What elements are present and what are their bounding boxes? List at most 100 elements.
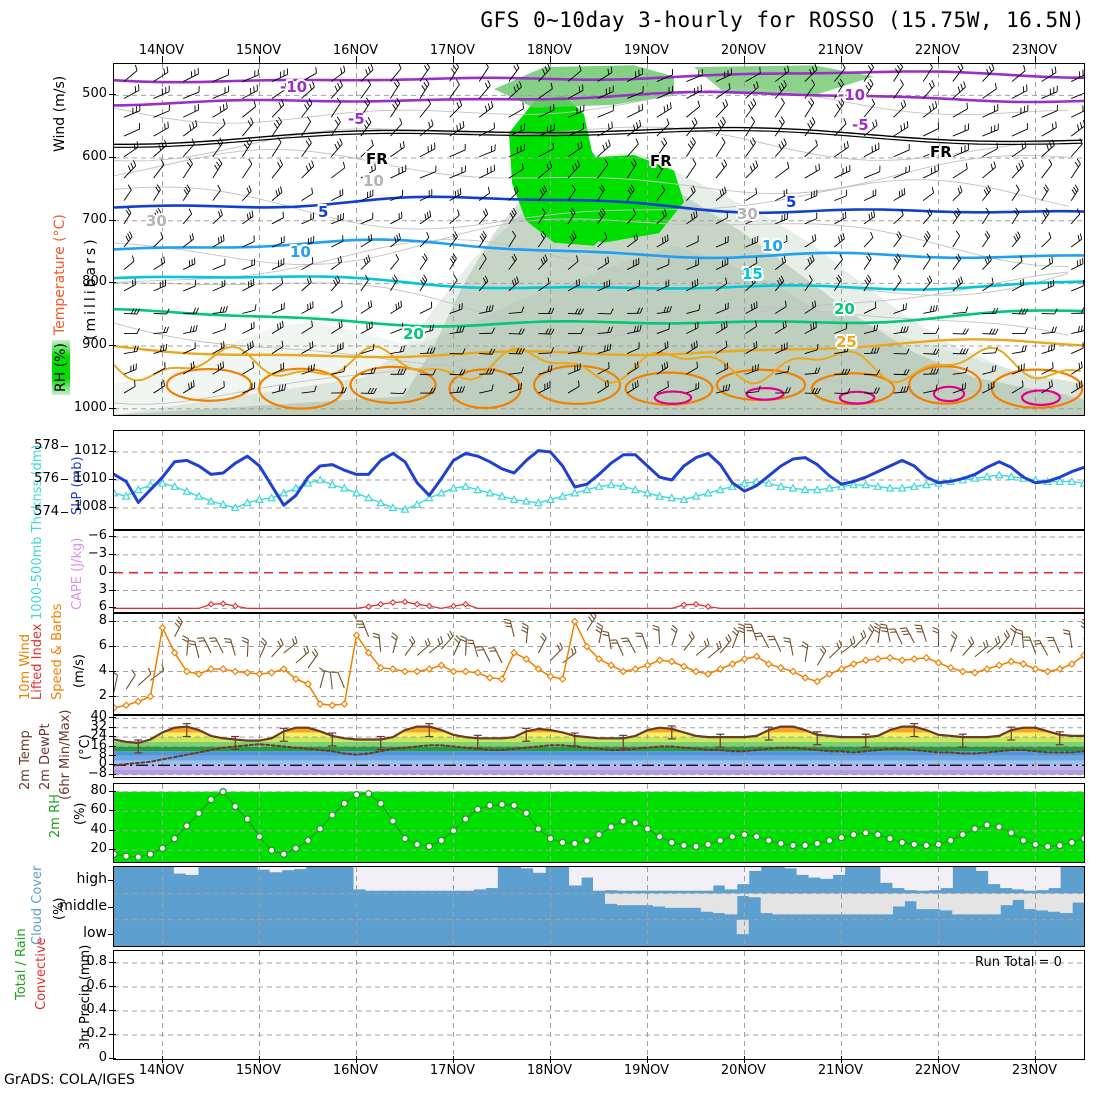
run-total-label: Run Total = 0	[975, 955, 1062, 970]
y-tick-label: 8	[98, 746, 107, 762]
y-tick-label: 1000	[73, 399, 107, 415]
date-tick-mark	[452, 56, 454, 63]
axis-title-rh2m: 2m RH	[48, 794, 63, 838]
date-tick-label: 23NOV	[1011, 43, 1058, 58]
y-tick-label: 0	[98, 1050, 107, 1065]
axis-title-cloud-cover: Cloud Cover	[30, 865, 45, 945]
date-tick-mark	[937, 56, 939, 63]
y-tick-label: 3	[98, 581, 107, 597]
y-tick-mark	[109, 219, 116, 221]
date-tick-mark	[743, 56, 745, 63]
contour-label: -10	[280, 78, 308, 96]
y-tick-mark	[61, 511, 68, 513]
date-tick-mark	[549, 1056, 551, 1063]
date-tick-label: 20NOV	[720, 43, 767, 58]
y-tick-label: 40	[90, 821, 107, 837]
contour-label: -5	[852, 116, 869, 134]
y-tick-mark	[109, 589, 116, 591]
date-tick-mark	[161, 56, 163, 63]
date-tick-label: 18NOV	[526, 43, 573, 58]
y-tick-label: 576	[34, 471, 59, 486]
date-tick-mark	[840, 56, 842, 63]
cloud-level-label: high	[76, 870, 107, 887]
y-tick-mark	[109, 810, 116, 812]
panel-lifted-index-cape	[113, 530, 1085, 613]
y-tick-mark	[109, 451, 116, 452]
y-tick-mark	[109, 157, 116, 159]
y-tick-label: 24	[90, 728, 107, 744]
panel-slp-thickness	[113, 430, 1085, 530]
panel-cloud-cover	[113, 866, 1085, 947]
contour-label: 5	[786, 193, 797, 211]
y-tick-mark	[109, 479, 116, 480]
axis-title-total-rain: Total / Rain	[14, 928, 29, 1000]
y-tick-mark	[109, 645, 116, 647]
axis-title-speed-barbs: Speed & Barbs	[50, 603, 65, 700]
contour-label: 30	[146, 212, 167, 230]
y-tick-label: 2	[98, 687, 107, 703]
contour-label: -10	[838, 86, 866, 104]
y-tick-mark	[109, 790, 116, 792]
y-tick-label: 8	[98, 612, 107, 628]
y-tick-mark	[109, 1058, 116, 1059]
date-tick-label: 16NOV	[332, 43, 379, 58]
y-tick-label: −3	[87, 545, 107, 561]
y-tick-label: −8	[87, 765, 107, 781]
y-tick-mark	[109, 607, 116, 609]
axis-title-t2m: 2m Temp	[18, 730, 33, 790]
y-tick-mark	[109, 94, 116, 96]
date-tick-label: 18NOV	[526, 1063, 573, 1078]
date-tick-mark	[452, 1056, 454, 1063]
date-tick-label: 17NOV	[429, 43, 476, 58]
axis-title-wind10m: 10m Wind	[18, 633, 33, 700]
y-tick-label: 4	[98, 662, 107, 678]
y-tick-label: 800	[82, 274, 107, 290]
y-tick-label: 16	[90, 737, 107, 753]
y-tick-mark	[108, 933, 114, 935]
date-tick-label: 17NOV	[429, 1063, 476, 1078]
y-tick-label: 80	[90, 782, 107, 798]
axis-title-minmax: (6hr Min/Max)	[58, 709, 73, 800]
date-tick-label: 15NOV	[235, 1063, 282, 1078]
y-tick-mark	[61, 479, 68, 480]
credit-text: GrADS: COLA/IGES	[4, 1072, 135, 1088]
y-tick-mark	[109, 553, 116, 555]
contour-label: 5	[318, 203, 329, 221]
y-tick-mark	[109, 670, 116, 672]
cloud-level-label: low	[83, 924, 107, 941]
date-tick-mark	[161, 1056, 163, 1063]
y-tick-mark	[109, 507, 116, 508]
panel-cross-section	[113, 63, 1085, 416]
panel-temp2m	[113, 715, 1085, 778]
y-tick-mark	[109, 829, 116, 831]
date-tick-mark	[743, 1056, 745, 1063]
y-tick-mark	[109, 764, 116, 766]
contour-label: FR	[650, 152, 672, 170]
date-tick-label: 21NOV	[817, 1063, 864, 1078]
date-tick-label: 16NOV	[332, 1063, 379, 1078]
y-tick-label: 1012	[73, 443, 107, 458]
y-tick-label: 6	[98, 599, 107, 615]
y-tick-mark	[61, 446, 68, 448]
date-tick-label: 22NOV	[914, 1063, 961, 1078]
y-tick-label: 900	[82, 337, 107, 353]
y-tick-mark	[109, 717, 116, 719]
contour-label: 30	[737, 205, 758, 223]
y-tick-mark	[109, 695, 116, 697]
y-tick-label: 6	[98, 637, 107, 653]
y-tick-label: 500	[82, 86, 107, 102]
y-tick-mark	[109, 773, 116, 775]
y-tick-label: 0	[98, 756, 107, 772]
y-tick-mark	[109, 345, 116, 347]
contour-label: 20	[403, 325, 424, 343]
y-tick-label: 40	[90, 709, 107, 725]
y-tick-label: −6	[87, 527, 107, 543]
y-tick-label: 1008	[73, 499, 107, 514]
date-tick-mark	[1034, 56, 1036, 63]
y-tick-mark	[109, 571, 116, 573]
contour-label: 15	[742, 265, 763, 283]
y-tick-label: 32	[90, 718, 107, 734]
date-tick-label: 15NOV	[235, 43, 282, 58]
date-tick-mark	[549, 56, 551, 63]
contour-label: FR	[930, 143, 952, 161]
